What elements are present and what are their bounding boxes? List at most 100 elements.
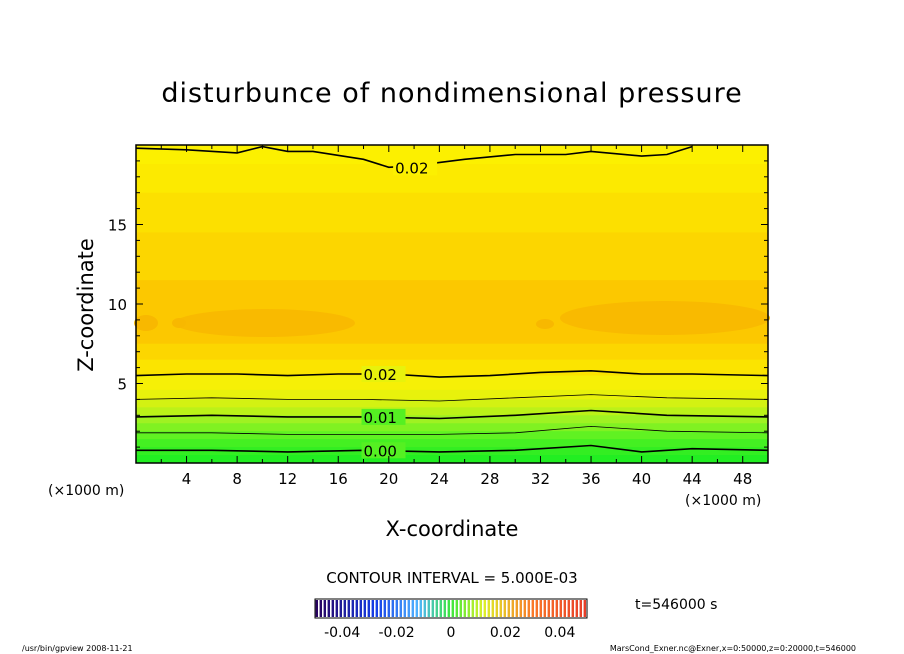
- colorbar-stripe-40: [475, 600, 478, 617]
- colorbar-stripe-31: [439, 600, 442, 617]
- colorbar-stripe-11: [359, 600, 362, 617]
- colorbar-stripe-60: [555, 600, 558, 617]
- colorbar-stripe-26: [419, 600, 422, 617]
- colorbar-tick-label-4: 0.04: [544, 625, 575, 641]
- colorbar-stripe-34: [451, 600, 454, 617]
- y-tick-label-5: 5: [117, 376, 127, 394]
- colorbar-tick-label-0: -0.04: [324, 625, 360, 641]
- colorbar-stripe-28: [427, 600, 430, 617]
- colorbar-stripe-49: [511, 600, 514, 617]
- colorbar-stripe-38: [467, 600, 470, 617]
- colorbar-stripe-8: [347, 600, 350, 617]
- colorbar-stripe-64: [571, 600, 574, 617]
- colorbar-stripe-45: [495, 600, 498, 617]
- colorbar-stripe-23: [407, 600, 410, 617]
- x-tick-label-48: 48: [733, 470, 752, 488]
- colorbar-stripe-12: [363, 600, 366, 617]
- colorbar-stripe-56: [539, 600, 542, 617]
- colorbar-stripe-21: [399, 600, 402, 617]
- pressure-max-left: [175, 309, 355, 337]
- colorbar-stripe-66: [579, 600, 582, 617]
- colorbar-stripe-65: [575, 600, 578, 617]
- x-tick-labels: 4 8 12 16 20 24 28 32 36 40 44 48: [182, 470, 752, 488]
- x-tick-label-24: 24: [430, 470, 449, 488]
- colorbar-stripe-33: [447, 600, 450, 617]
- colorbar-stripe-15: [375, 600, 378, 617]
- x-tick-label-28: 28: [480, 470, 499, 488]
- colorbar-stripe-27: [423, 600, 426, 617]
- contour-line-6: [136, 444, 769, 453]
- colorbar-tick-label-2: 0: [447, 625, 456, 641]
- colorbar-stripe-7: [343, 600, 346, 617]
- colorbar-stripe-59: [551, 600, 554, 617]
- contour-line-4: [135, 409, 769, 420]
- contour-line-3: [135, 394, 769, 402]
- colorbar-stripe-32: [443, 600, 446, 617]
- colorbar-stripe-37: [463, 600, 466, 617]
- colorbar-stripe-10: [355, 600, 358, 617]
- x-axis-label: X-coordinate: [386, 517, 519, 541]
- contour-lines: 0.02 0.02 0.01 0.00: [135, 145, 769, 460]
- colorbar-stripe-62: [563, 600, 566, 617]
- colorbar-frame: [314, 598, 588, 619]
- contour-line-5: [136, 425, 769, 435]
- pressure-max-right: [560, 301, 770, 335]
- colorbar-stripe-18: [387, 600, 390, 617]
- colorbar-stripe-20: [395, 600, 398, 617]
- x-tick-label-4: 4: [182, 470, 192, 488]
- colorbar-stripe-61: [559, 600, 562, 617]
- pressure-max-small: [172, 318, 186, 328]
- colorbar-stripe-25: [415, 600, 418, 617]
- x-axis-unit-left: (×1000 m): [48, 483, 124, 499]
- colorbar-tick-label-3: 0.02: [490, 625, 521, 641]
- contour-label-bg-6: [361, 442, 406, 459]
- x-tick-label-32: 32: [531, 470, 550, 488]
- colorbar: -0.04 -0.02 0 0.02 0.04: [314, 598, 588, 641]
- colorbar-stripe-29: [431, 600, 434, 617]
- x-tick-label-16: 16: [329, 470, 348, 488]
- colorbar-stripe-58: [547, 600, 550, 617]
- colorbar-stripe-14: [371, 600, 374, 617]
- x-tick-label-8: 8: [232, 470, 242, 488]
- colorbar-stripe-5: [335, 600, 338, 617]
- colorbar-stripe-54: [531, 600, 534, 617]
- contour-label-1: 0.02: [395, 159, 428, 177]
- colorbar-stripe-22: [403, 600, 406, 617]
- colorbar-stripe-48: [507, 600, 510, 617]
- pressure-max-edge: [134, 315, 158, 331]
- contour-label-4: 0.01: [364, 409, 397, 427]
- footer-right: MarsCond_Exner.nc@Exner,x=0:50000,z=0:20…: [610, 644, 856, 653]
- contour-label-6: 0.00: [364, 442, 397, 460]
- plot-area: 0.02 0.02 0.01 0.00: [134, 144, 770, 464]
- pressure-max-right-small: [536, 319, 554, 329]
- contour-label-bg-4: [361, 408, 406, 425]
- colorbar-stripe-35: [455, 600, 458, 617]
- y-tick-labels: 5 10 15: [108, 217, 127, 394]
- footer-left: /usr/bin/gpview 2008-11-21: [22, 644, 133, 653]
- contour-label-2: 0.02: [364, 366, 397, 384]
- colorbar-stripe-36: [459, 600, 462, 617]
- colorbar-tick-label-1: -0.02: [378, 625, 414, 641]
- colorbar-stripe-39: [471, 600, 474, 617]
- x-tick-label-20: 20: [379, 470, 398, 488]
- colorbar-stripe-44: [491, 600, 494, 617]
- colorbar-stripe-4: [331, 600, 334, 617]
- colorbar-tick-labels: -0.04 -0.02 0 0.02 0.04: [324, 625, 575, 641]
- colorbar-stripe-52: [523, 600, 526, 617]
- colorbar-stripe-51: [519, 600, 522, 617]
- x-tick-label-36: 36: [581, 470, 600, 488]
- colorbar-stripe-24: [411, 600, 414, 617]
- colorbar-stripe-16: [379, 600, 382, 617]
- colorbar-stripe-1: [319, 600, 322, 617]
- colorbar-stripe-43: [487, 600, 490, 617]
- x-axis-unit-right: (×1000 m): [685, 493, 761, 509]
- pressure-maxima: [134, 301, 770, 337]
- colorbar-stripe-6: [339, 600, 342, 617]
- colorbar-stripe-53: [527, 600, 530, 617]
- colorbar-stripe-50: [515, 600, 518, 617]
- colorbar-stripe-42: [483, 600, 486, 617]
- color-band-1: [136, 455, 768, 463]
- x-tick-label-44: 44: [683, 470, 702, 488]
- x-tick-label-12: 12: [278, 470, 297, 488]
